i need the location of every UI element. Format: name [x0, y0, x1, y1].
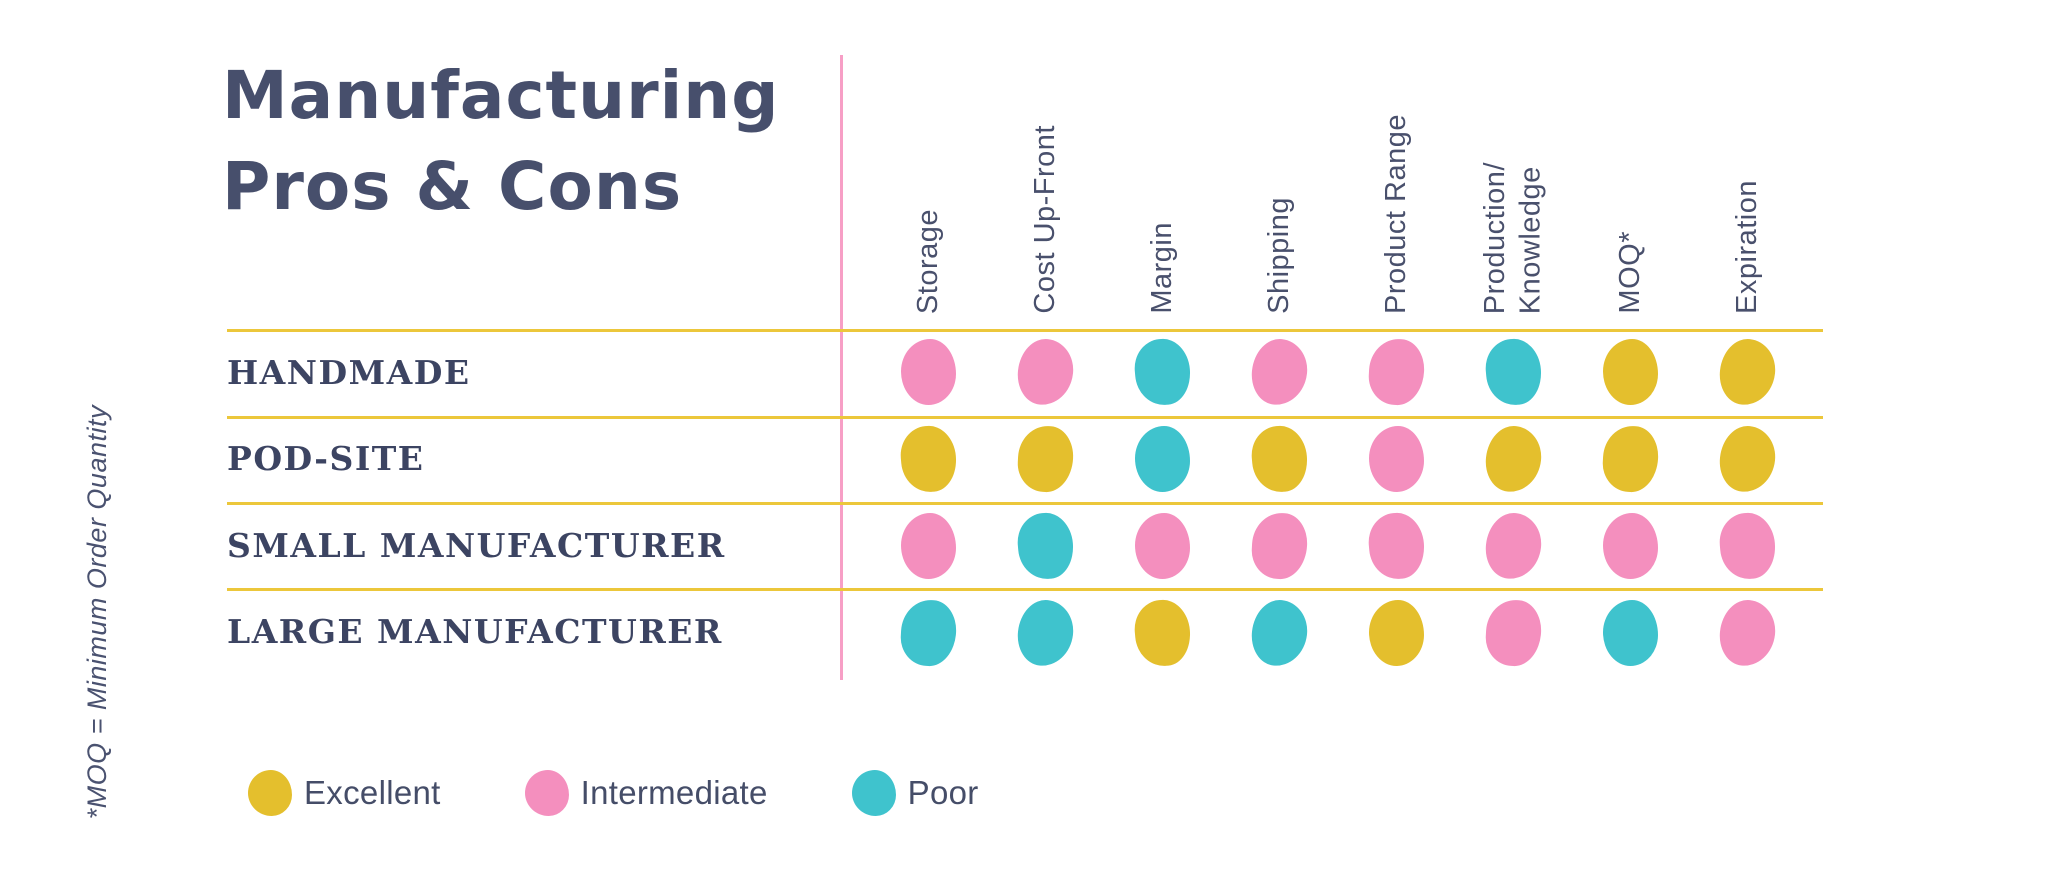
rating-dot	[1482, 423, 1545, 495]
rating-dot	[1483, 337, 1544, 408]
legend-dot-excellent	[248, 770, 292, 816]
rating-dot	[1015, 510, 1076, 582]
row-divider-line	[227, 329, 1823, 332]
title-line-2: Pros & Cons	[222, 148, 683, 226]
rating-dot	[1132, 597, 1193, 668]
legend-label-intermediate: Intermediate	[580, 774, 768, 811]
rating-dot	[1369, 426, 1424, 493]
column-header-production-knowledge: Production/ Knowledge	[1479, 161, 1547, 314]
rating-dot	[1716, 596, 1779, 669]
rating-dot	[1716, 423, 1779, 495]
rating-dot	[1249, 423, 1310, 495]
rating-dot	[1603, 512, 1658, 579]
rating-dot	[1366, 510, 1427, 582]
row-label-large-manufacturer: LARGE MANUFACTURER	[227, 612, 723, 652]
rating-dot	[1603, 599, 1658, 666]
row-label-pod-site: POD-SITE	[227, 439, 425, 479]
rating-dot	[1248, 596, 1311, 669]
rating-dot	[1250, 511, 1309, 581]
column-header-product-range: Product Range	[1379, 114, 1412, 314]
column-header-cost-up-front: Cost Up-Front	[1028, 125, 1061, 314]
row-divider-line	[227, 588, 1823, 591]
rating-dot	[1369, 599, 1424, 666]
rating-dot	[901, 339, 956, 406]
rating-dot	[901, 512, 956, 579]
rating-dot	[1248, 336, 1311, 409]
rating-dot	[899, 598, 958, 668]
column-header-margin: Margin	[1145, 222, 1178, 314]
column-headers: Storage Cost Up-Front Margin Shipping Pr…	[870, 28, 1806, 314]
legend: Excellent Intermediate Poor	[248, 770, 979, 816]
rating-dot	[1016, 424, 1075, 494]
column-header-shipping: Shipping	[1262, 197, 1295, 314]
title-line-1: Manufacturing	[222, 57, 780, 134]
moq-footnote: *MOQ = Minimum Order Quantity	[82, 405, 112, 820]
rating-dot	[1482, 510, 1545, 582]
rating-dot	[1135, 426, 1190, 493]
rating-dot	[1135, 512, 1190, 579]
row-label-handmade: HANDMADE	[227, 352, 471, 392]
legend-item-poor: Poor	[851, 770, 979, 816]
legend-label-excellent: Excellent	[304, 774, 441, 811]
row-divider-line	[227, 416, 1823, 419]
legend-item-excellent: Excellent	[248, 770, 441, 816]
rating-dot	[1014, 336, 1077, 409]
rating-dot	[1603, 339, 1658, 406]
rating-dot	[1717, 510, 1778, 582]
rating-dot	[1601, 424, 1660, 494]
column-header-storage: Storage	[911, 208, 944, 314]
rating-dot	[1014, 596, 1077, 669]
legend-dot-poor	[851, 770, 896, 816]
column-header-expiration: Expiration	[1730, 180, 1763, 314]
rating-dot	[1132, 337, 1193, 408]
rating-dot	[1484, 598, 1543, 668]
rating-dot	[898, 423, 959, 495]
page-title: Manufacturing Pros & Cons	[222, 50, 780, 232]
rating-dot	[1716, 336, 1779, 409]
rating-dot	[1367, 337, 1426, 407]
legend-label-poor: Poor	[907, 774, 979, 811]
column-header-moq: MOQ*	[1613, 231, 1646, 314]
legend-item-intermediate: Intermediate	[524, 770, 768, 816]
legend-dot-intermediate	[524, 770, 569, 816]
vertical-divider-line	[840, 55, 843, 680]
row-labels: HANDMADE POD-SITE SMALL MANUFACTURER LAR…	[227, 329, 837, 675]
row-divider-line	[227, 502, 1823, 505]
row-label-small-manufacturer: SMALL MANUFACTURER	[227, 525, 726, 565]
ratings-grid	[870, 329, 1806, 676]
